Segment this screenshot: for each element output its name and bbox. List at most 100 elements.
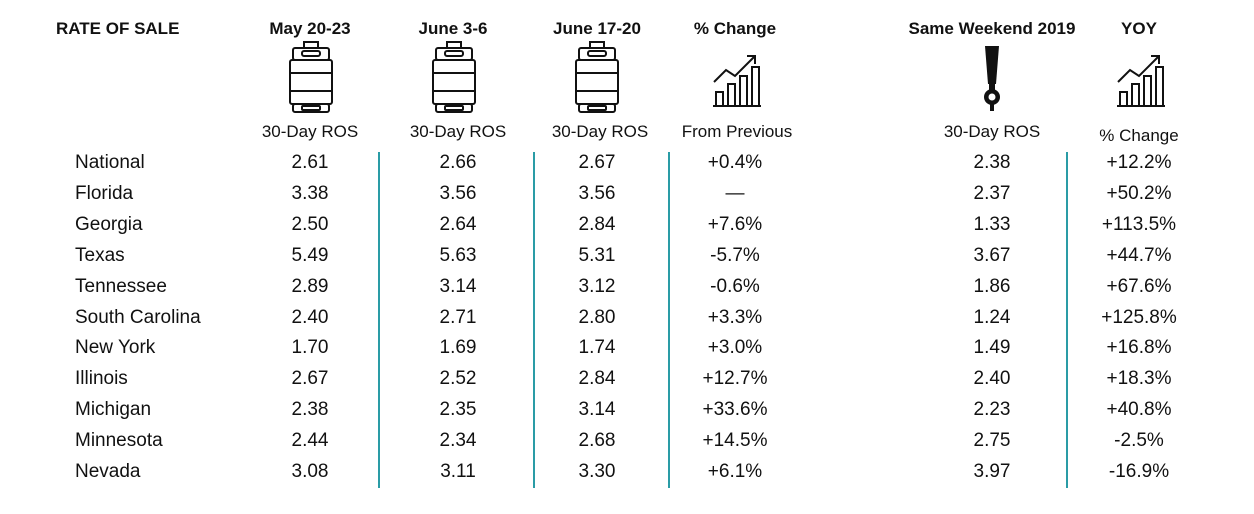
table-cell: 3.08 xyxy=(291,461,329,482)
table-cell: +50.2% xyxy=(1106,182,1172,204)
table-cell: 2.71 xyxy=(439,306,477,328)
subheader-june-17: 30-Day ROS xyxy=(551,122,649,141)
table-cell: 2.84 xyxy=(578,368,616,390)
column-divider xyxy=(668,152,670,488)
subheader-pct-change: From Previous xyxy=(681,122,793,141)
column-divider xyxy=(378,152,380,488)
row-label: Nevada xyxy=(75,461,141,482)
table-cell: +113.5% xyxy=(1101,213,1177,235)
table-cell: 1.24 xyxy=(973,306,1011,328)
table-cell: +14.5% xyxy=(702,430,768,452)
table-cell: +125.8% xyxy=(1101,306,1177,328)
table-cell: 2.44 xyxy=(291,430,329,452)
column-header-june-17-20: June 17-20 xyxy=(553,19,641,38)
column-divider xyxy=(1066,152,1068,488)
table-cell: 2.40 xyxy=(973,368,1011,390)
table-cell: 2.50 xyxy=(291,213,329,235)
table-cell: 3.56 xyxy=(439,182,477,204)
table-cell: 2.37 xyxy=(973,182,1011,204)
table-cell: +67.6% xyxy=(1106,275,1172,297)
column-divider xyxy=(533,152,535,488)
table-cell: +16.8% xyxy=(1106,337,1172,359)
table-cell: 3.67 xyxy=(973,244,1011,266)
row-label: South Carolina xyxy=(75,306,201,328)
table-cell: -0.6% xyxy=(710,275,760,297)
table-cell: +7.6% xyxy=(707,213,763,235)
table-cell: +44.7% xyxy=(1106,244,1172,266)
table-cell: -2.5% xyxy=(1114,430,1164,452)
table-cell: +3.3% xyxy=(707,306,763,328)
table-cell: +12.7% xyxy=(702,368,768,390)
table-cell: 1.86 xyxy=(973,275,1011,297)
table-cell: 2.66 xyxy=(439,152,477,173)
table-cell: 2.75 xyxy=(973,430,1011,452)
table-cell: 2.80 xyxy=(578,306,616,328)
subheader-june-3: 30-Day ROS xyxy=(409,122,507,141)
table-cell: 1.69 xyxy=(439,337,477,359)
table-cell: 2.67 xyxy=(291,368,329,390)
column-header-same-weekend-2019: Same Weekend 2019 xyxy=(908,19,1076,38)
column-header-pct-change: % Change xyxy=(693,19,777,38)
subheader-2019: 30-Day ROS xyxy=(943,122,1041,141)
table-cell: +3.0% xyxy=(707,337,763,359)
table-cell: -16.9% xyxy=(1108,461,1170,482)
table-cell: 2.68 xyxy=(578,430,616,452)
table-cell: +0.4% xyxy=(707,152,763,173)
table-cell: 2.38 xyxy=(291,399,329,421)
subheader-may: 30-Day ROS xyxy=(261,122,359,141)
table-cell: 2.38 xyxy=(973,152,1011,173)
table-cell: +12.2% xyxy=(1106,152,1172,173)
row-label: Georgia xyxy=(75,213,143,235)
table-cell: 2.23 xyxy=(973,399,1011,421)
table-cell: 2.61 xyxy=(291,152,329,173)
table-cell: +6.1% xyxy=(707,461,763,482)
keg-icon xyxy=(432,41,476,113)
table-cell: 3.56 xyxy=(578,182,616,204)
row-label: Minnesota xyxy=(75,430,163,452)
row-label: Michigan xyxy=(75,399,152,421)
column-header-may-20-23: May 20-23 xyxy=(269,19,351,38)
subheader-yoy: % Change xyxy=(1099,126,1179,145)
table-cell: 2.89 xyxy=(291,275,329,297)
table-cell: 5.49 xyxy=(291,244,329,266)
table-cell: 2.52 xyxy=(439,368,477,390)
table-cell: 3.14 xyxy=(578,399,616,421)
table-cell: 2.64 xyxy=(439,213,477,235)
table-cell: 3.97 xyxy=(973,461,1011,482)
table-cell: +33.6% xyxy=(702,399,768,421)
row-label: Texas xyxy=(75,244,125,266)
keg-icon xyxy=(289,41,333,113)
table-cell: — xyxy=(725,182,745,204)
table-cell: 2.34 xyxy=(439,430,477,452)
table-cell: 1.33 xyxy=(973,213,1011,235)
table-cell: 3.12 xyxy=(578,275,616,297)
table-cell: 5.63 xyxy=(439,244,477,266)
row-label: National xyxy=(75,152,145,173)
table-cell: +40.8% xyxy=(1106,399,1172,421)
table-cell: 2.35 xyxy=(439,399,477,421)
table-cell: 3.30 xyxy=(578,461,616,482)
table-cell: 5.31 xyxy=(578,244,616,266)
row-label: Florida xyxy=(75,182,134,204)
table-cell: 2.84 xyxy=(578,213,616,235)
table-cell: 2.40 xyxy=(291,306,329,328)
column-header-yoy: YOY xyxy=(1121,19,1157,38)
column-header-june-3-6: June 3-6 xyxy=(418,19,488,38)
table-cell: 3.38 xyxy=(291,182,329,204)
table-cell: +18.3% xyxy=(1106,368,1172,390)
table-title: RATE OF SALE xyxy=(56,19,180,38)
table-cell: 3.11 xyxy=(440,461,476,482)
growth-chart-icon xyxy=(713,55,761,107)
table-cell: -5.7% xyxy=(710,244,760,266)
keg-icon xyxy=(575,41,619,113)
table-cell: 1.70 xyxy=(291,337,329,359)
table-cell: 3.14 xyxy=(439,275,477,297)
table-cell: 2.67 xyxy=(578,152,616,173)
table-cell: 1.74 xyxy=(578,337,616,359)
beer-tap-icon xyxy=(984,46,1000,111)
row-label: Illinois xyxy=(75,368,128,390)
row-label: New York xyxy=(75,337,156,359)
row-label: Tennessee xyxy=(75,275,167,297)
growth-chart-icon xyxy=(1117,55,1165,107)
table-cell: 1.49 xyxy=(973,337,1011,359)
